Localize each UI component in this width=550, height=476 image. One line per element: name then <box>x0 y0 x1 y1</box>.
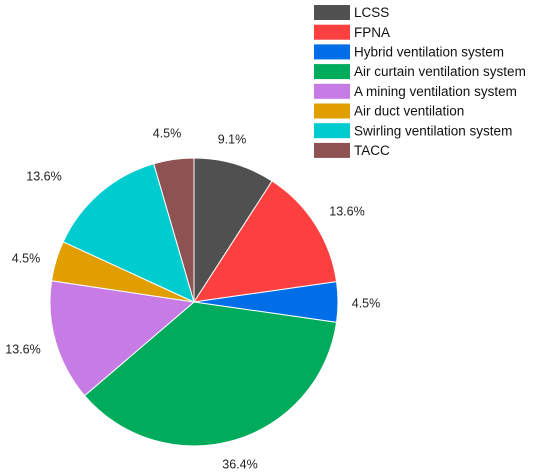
legend-item-2: Hybrid ventilation system <box>314 44 504 59</box>
slice-label-1: 13.6% <box>329 204 364 218</box>
legend-label-1: FPNA <box>354 25 390 40</box>
pie-slices <box>49 157 339 447</box>
legend-label-6: Swirling ventilation system <box>354 123 512 138</box>
legend-swatch-6 <box>314 123 350 139</box>
legend-swatch-0 <box>314 5 350 20</box>
pie-slice-3 <box>83 301 338 447</box>
pie-slice-1 <box>192 180 338 303</box>
legend-swatch-5 <box>314 103 350 119</box>
legend-item-5: Air duct ventilation <box>314 103 464 119</box>
slice-label-5: 4.5% <box>12 251 41 265</box>
legend-label-3: Air curtain ventilation system <box>354 64 526 79</box>
legend-label-7: TACC <box>354 143 390 158</box>
legend-item-4: A mining ventilation system <box>314 83 517 99</box>
pie-slice-0 <box>193 157 273 304</box>
legend-label-4: A mining ventilation system <box>354 84 517 99</box>
legend-swatch-2 <box>314 44 350 60</box>
legend-item-1: FPNA <box>314 24 390 40</box>
pie-slice-6 <box>62 163 195 303</box>
legend-swatch-1 <box>314 24 350 40</box>
legend-swatch-4 <box>314 83 350 99</box>
slice-label-6: 13.6% <box>26 169 61 183</box>
slice-label-4: 13.6% <box>5 342 40 356</box>
legend-swatch-7 <box>314 142 350 158</box>
slice-label-3: 36.4% <box>222 457 257 471</box>
legend-item-6: Swirling ventilation system <box>314 123 512 138</box>
pie-slice-4 <box>49 280 196 397</box>
legend-swatch-3 <box>314 64 350 80</box>
legend: LCSS FPNA Hybrid ventilation system Air cur… <box>314 5 526 158</box>
slice-label-0: 9.1% <box>218 132 247 146</box>
slice-label-7: 4.5% <box>153 126 182 140</box>
legend-item-3: Air curtain ventilation system <box>314 64 526 79</box>
legend-label-2: Hybrid ventilation system <box>354 44 504 59</box>
slice-label-2: 4.5% <box>352 296 381 310</box>
pie-slice-7 <box>153 157 195 303</box>
legend-label-0: LCSS <box>354 5 389 20</box>
legend-label-5: Air duct ventilation <box>354 104 464 119</box>
legend-item-7: TACC <box>314 142 390 158</box>
legend-item-0: LCSS <box>314 5 389 20</box>
slice-labels: 9.1% 13.6% 4.5% 36.4% 13.6% 4.5% 13.6% 4.5% <box>5 126 380 471</box>
